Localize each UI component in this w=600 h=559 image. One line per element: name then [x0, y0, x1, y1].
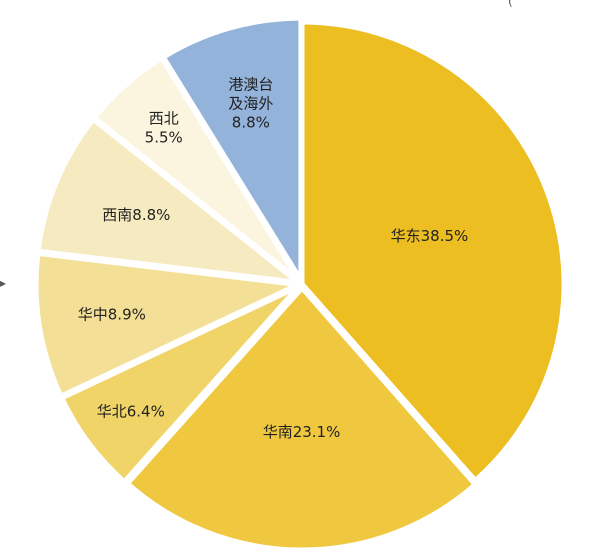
- left-arrow-mark: ▸: [0, 276, 7, 290]
- pie-slice-label-5: 西北 5.5%: [145, 110, 183, 147]
- pie-slice-label-3: 华中8.9%: [78, 306, 146, 324]
- pie-slice-label-1: 华南23.1%: [263, 423, 341, 441]
- pie-slices: [33, 15, 567, 553]
- pie-slice-6: [160, 15, 304, 283]
- pie-labels: 华东38.5% 华南23.1% 华北6.4% 华中8.9% 西南8.8% 西北 5.5% 港澳…: [78, 76, 469, 441]
- pie-slice-label-2: 华北6.4%: [97, 403, 165, 421]
- pie-slice-1: [124, 285, 478, 553]
- pie-slice-label-6: 港澳台及海外 8.8%: [228, 76, 273, 132]
- pie-slice-4: [35, 116, 301, 285]
- pie-slice-label-4: 西南8.8%: [102, 206, 170, 224]
- pie-slice-3: [33, 250, 301, 399]
- top-right-fragment: (: [508, 0, 513, 8]
- pie-slice-label-0: 华东38.5%: [391, 227, 469, 245]
- pie-slice-0: [299, 19, 567, 484]
